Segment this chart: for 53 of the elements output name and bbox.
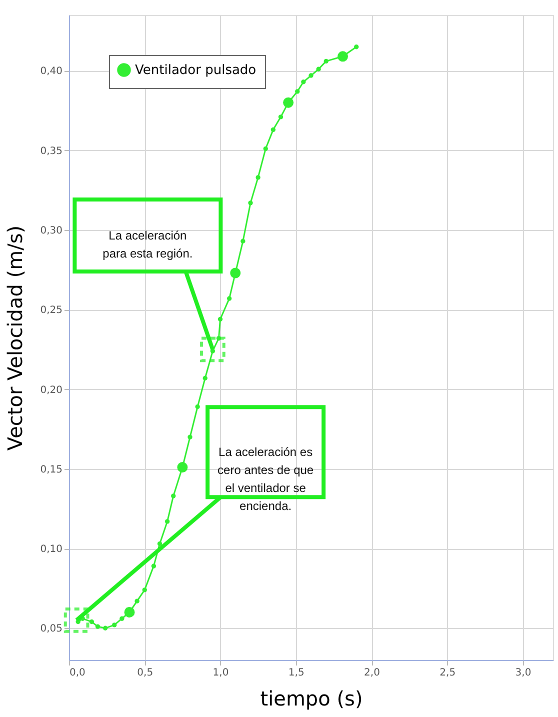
legend-label: Ventilador pulsado [135,63,256,78]
x-tick-label: 1,0 [212,668,229,678]
y-tick-label: 0,20 [40,384,62,396]
y-tick-label: 0,30 [40,226,62,236]
point [188,434,192,440]
point [270,127,276,132]
point [316,66,321,72]
point [218,316,223,322]
point [102,626,108,630]
y-axis-title: Vector Velocidad (m/s) [3,225,28,451]
point [354,44,359,50]
point [301,80,306,84]
x-tick-label: 0,0 [70,668,86,678]
point [256,175,260,180]
point [164,519,170,524]
point [177,462,188,473]
point [124,606,135,618]
point [95,624,100,629]
point [248,200,253,206]
point [308,73,314,78]
y-tick-label: 0,40 [40,66,62,78]
point [112,622,117,628]
point [89,619,94,624]
point [283,97,294,108]
y-tick-label: 0,25 [40,305,62,316]
point [134,598,140,604]
point [171,494,176,498]
point [202,376,208,380]
y-tick-label: 0,35 [40,146,62,157]
y-tick-label: 0,10 [40,544,62,556]
x-tick-label: 1,5 [288,668,304,678]
y-tick-label: 0,05 [40,624,62,635]
point [157,541,162,546]
x-tick-label: 0,5 [137,668,154,678]
x-axis-title: tiempo (s) [260,686,363,710]
point [338,51,348,62]
point [278,114,284,120]
x-tick-label: 2,5 [440,668,456,678]
point [120,616,124,621]
point [230,268,241,278]
point [295,89,300,94]
point [263,146,268,152]
point [151,564,156,568]
y-tick-label: 0,15 [40,464,62,476]
point [240,238,246,244]
point [195,404,200,410]
point [226,296,232,301]
point [324,58,328,64]
x-tick-label: 2,0 [364,668,380,678]
x-tick-label: 3,0 [515,668,532,678]
annotation: La aceleración es cero antes de que el ventilador se encienda. [218,445,314,514]
point [142,588,147,592]
annotation: La aceleración para esta región. [102,228,193,260]
